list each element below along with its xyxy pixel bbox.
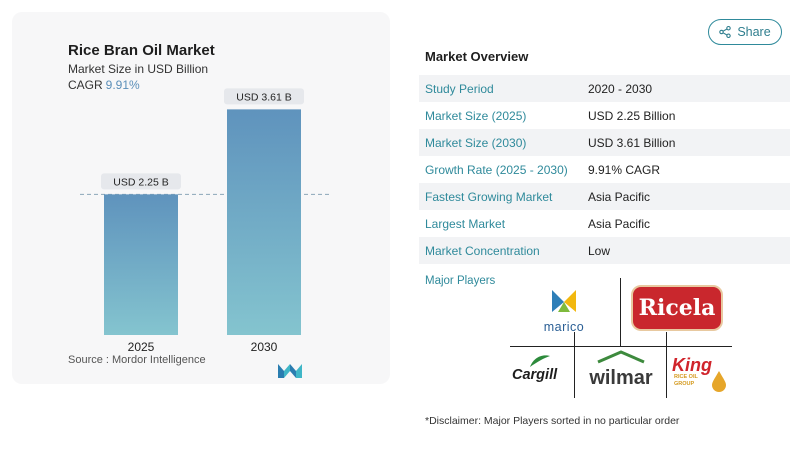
bar-chart: USD 2.25 B 2025 USD 3.61 B 2030 — [80, 88, 330, 354]
mordor-logo-icon — [278, 364, 302, 378]
overview-row-value: Asia Pacific — [588, 189, 651, 204]
overview-row: Study Period 2020 - 2030 — [419, 75, 790, 102]
overview-row: Market Concentration Low — [419, 237, 790, 264]
wilmar-text: wilmar — [589, 367, 653, 389]
cargill-text: Cargill — [512, 367, 558, 383]
ricela-text: Ricela — [638, 295, 716, 321]
grid-divider — [666, 332, 667, 398]
marico-m-icon — [552, 290, 576, 312]
overview-row-value: USD 3.61 Billion — [588, 135, 676, 150]
data-label: USD 3.61 B — [236, 91, 291, 103]
overview-row-label: Growth Rate (2025 - 2030) — [425, 162, 568, 177]
wilmar-logo: wilmar — [578, 350, 664, 394]
overview-title: Market Overview — [425, 49, 529, 64]
x-tick-label: 2030 — [251, 340, 278, 354]
chart-cagr: CAGR 9.91% — [68, 78, 140, 92]
marico-logo: marico — [524, 284, 604, 338]
ricela-logo: Ricela — [631, 285, 723, 331]
cagr-value: 9.91% — [105, 78, 140, 92]
data-label-pill — [224, 88, 304, 105]
share-label: Share — [737, 25, 771, 39]
king-logo: King RICE OIL GROUP — [672, 356, 730, 396]
overview-row-label: Largest Market — [425, 216, 506, 231]
overview-row-value: USD 2.25 Billion — [588, 108, 676, 123]
overview-row-label: Fastest Growing Market — [425, 189, 553, 204]
overview-table: Study Period 2020 - 2030 Market Size (2025… — [419, 75, 790, 264]
overview-row-label: Market Size (2030) — [425, 135, 527, 150]
share-icon — [719, 26, 732, 38]
overview-row: Market Size (2025) USD 2.25 Billion — [419, 102, 790, 129]
bar-2030 — [227, 109, 301, 335]
marico-text: marico — [543, 320, 585, 334]
data-label: USD 2.25 B — [113, 176, 168, 188]
cargill-leaf-icon — [530, 355, 550, 367]
king-subtext: RICE OIL GROUP — [674, 374, 698, 387]
bar-2025 — [104, 194, 178, 335]
grid-divider — [574, 332, 575, 398]
overview-row-value: Asia Pacific — [588, 216, 651, 231]
overview-row-label: Study Period — [425, 81, 494, 96]
overview-row: Largest Market Asia Pacific — [419, 210, 790, 237]
cagr-label: CAGR — [68, 78, 103, 92]
disclaimer: *Disclaimer: Major Players sorted in no … — [425, 415, 680, 427]
king-text: King — [672, 355, 712, 375]
grid-divider — [620, 278, 621, 346]
chart-title: Rice Bran Oil Market — [68, 42, 215, 59]
source-text: Source : Mordor Intelligence — [68, 354, 206, 366]
overview-row-label: Market Concentration — [425, 243, 540, 258]
overview-row-label: Market Size (2025) — [425, 108, 527, 123]
data-label-pill — [101, 173, 181, 190]
players-grid: marico Ricela Cargill wilmar King RICE O… — [510, 278, 732, 398]
x-tick-label: 2025 — [128, 340, 155, 354]
overview-row: Fastest Growing Market Asia Pacific — [419, 183, 790, 210]
wilmar-swoosh-icon — [597, 350, 645, 364]
players-title: Major Players — [425, 275, 496, 287]
overview-row-value: 2020 - 2030 — [588, 81, 653, 96]
overview-row-value: Low — [588, 243, 611, 258]
overview-row: Market Size (2030) USD 3.61 Billion — [419, 129, 790, 156]
overview-row-value: 9.91% CAGR — [588, 162, 661, 177]
share-button[interactable]: Share — [708, 19, 782, 45]
grid-divider — [510, 346, 732, 347]
overview-row: Growth Rate (2025 - 2030) 9.91% CAGR — [419, 156, 790, 183]
chart-subtitle: Market Size in USD Billion — [68, 62, 209, 76]
chart-card — [12, 12, 390, 384]
king-drop-icon — [712, 371, 726, 392]
cargill-logo: Cargill — [512, 354, 572, 394]
